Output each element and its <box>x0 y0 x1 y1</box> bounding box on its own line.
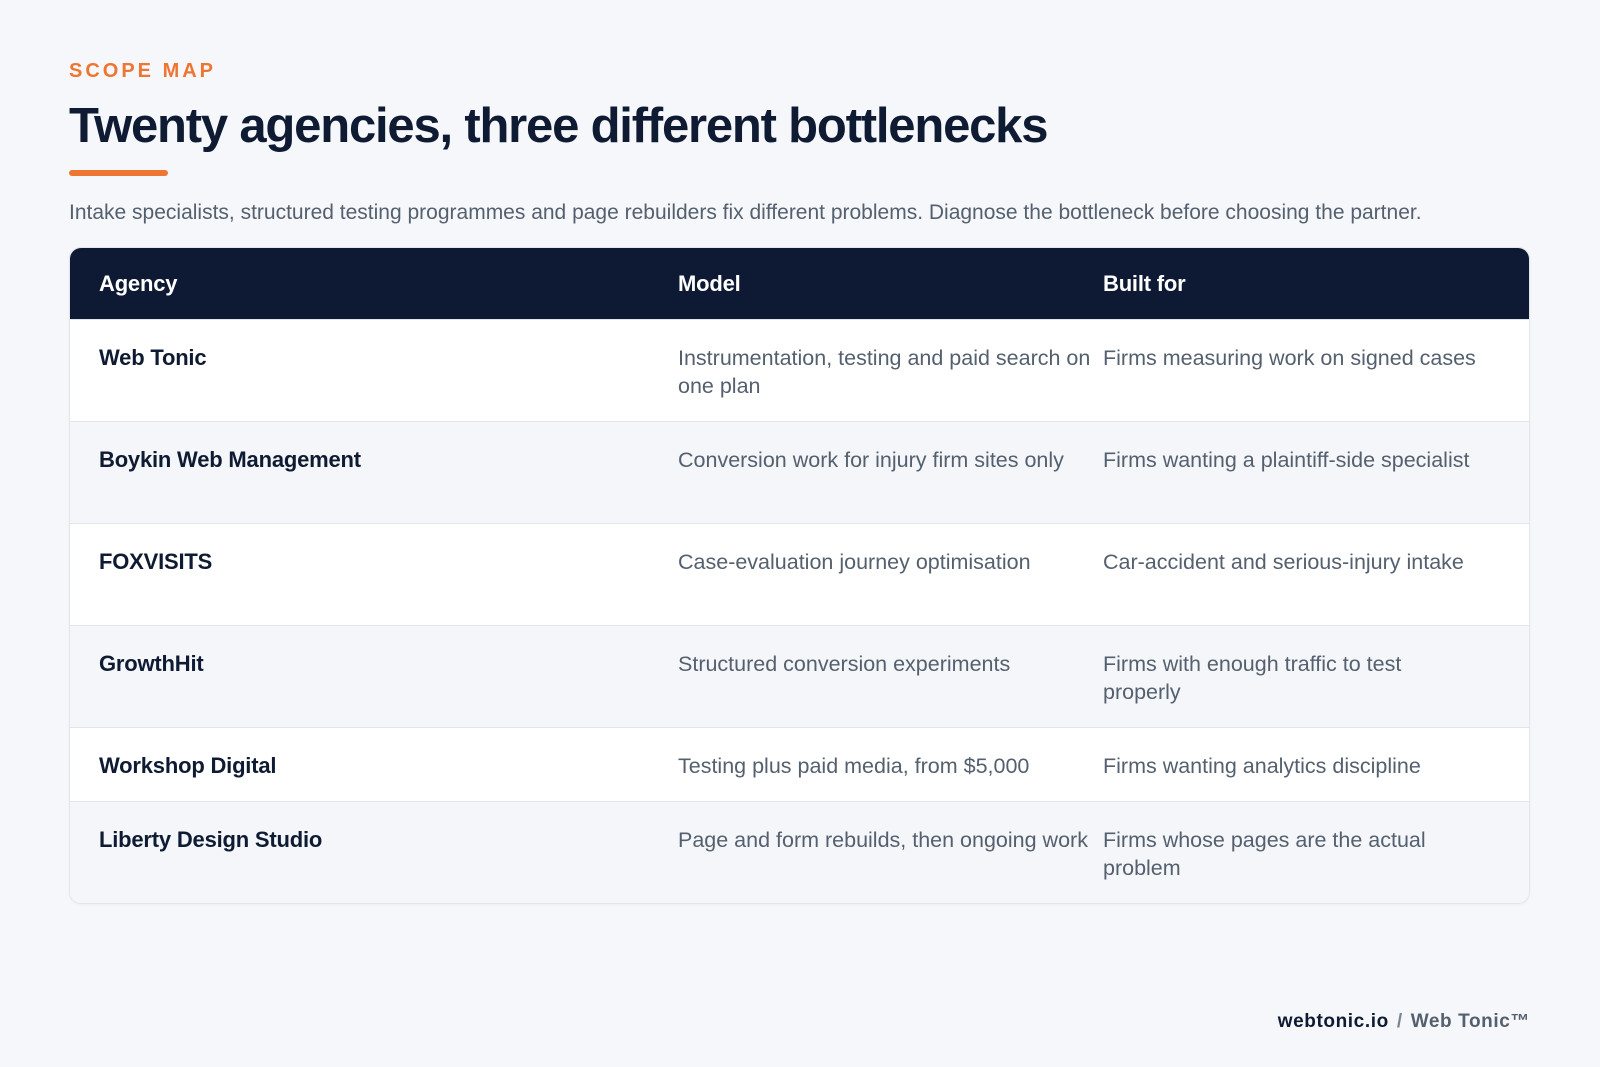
agency-name: Web Tonic <box>99 345 207 370</box>
footer-separator: / <box>1396 1011 1403 1032</box>
footer-credit: webtonic.io / Web Tonic™ <box>1278 1010 1530 1034</box>
agency-built-for: Firms with enough traffic to test proper… <box>1103 652 1402 704</box>
page-subtitle: Intake specialists, structured testing p… <box>69 201 1422 224</box>
agency-name: FOXVISITS <box>99 549 213 574</box>
agency-built-for: Firms whose pages are the actual problem <box>1103 828 1426 880</box>
column-header-agency: Agency <box>99 270 178 296</box>
agency-built-for: Firms wanting analytics discipline <box>1103 754 1421 778</box>
agency-model: Testing plus paid media, from $5,000 <box>678 754 1030 778</box>
page-title: Twenty agencies, three different bottlen… <box>69 99 1048 153</box>
footer-domain-link[interactable]: webtonic.io <box>1277 1011 1389 1032</box>
column-header-model: Model <box>678 270 741 296</box>
agency-model: Page and form rebuilds, then ongoing wor… <box>678 828 1088 852</box>
agency-model: Structured conversion experiments <box>678 652 1011 676</box>
column-header-built-for: Built for <box>1103 270 1186 296</box>
table-header: Agency Model Built for <box>70 248 1529 319</box>
table-row: FOXVISITS Case-evaluation journey optimi… <box>70 523 1529 625</box>
agency-name: Workshop Digital <box>99 753 277 778</box>
footer-brand: Web Tonic™ <box>1410 1011 1530 1032</box>
agency-built-for: Firms wanting a plaintiff-side specialis… <box>1103 448 1470 472</box>
eyebrow-label: SCOPE MAP <box>69 60 217 82</box>
agency-model: Instrumentation, testing and paid search… <box>678 346 1091 398</box>
title-accent-bar <box>69 170 168 176</box>
table-row: Web Tonic Instrumentation, testing and p… <box>70 319 1529 421</box>
scope-map-panel: SCOPE MAP Twenty agencies, three differe… <box>69 58 1530 904</box>
agency-built-for: Firms measuring work on signed cases <box>1103 346 1476 370</box>
agency-table: Agency Model Built for Web Tonic Instrum… <box>69 247 1530 904</box>
table-row: Workshop Digital Testing plus paid media… <box>70 727 1529 801</box>
agency-name: Boykin Web Management <box>99 447 361 472</box>
table-row: Liberty Design Studio Page and form rebu… <box>70 801 1529 903</box>
table-row: Boykin Web Management Conversion work fo… <box>70 421 1529 523</box>
agency-model: Conversion work for injury firm sites on… <box>678 448 1064 472</box>
agency-built-for: Car-accident and serious-injury intake <box>1103 550 1464 574</box>
agency-name: Liberty Design Studio <box>99 827 323 852</box>
agency-name: GrowthHit <box>99 651 204 676</box>
table-row: GrowthHit Structured conversion experime… <box>70 625 1529 727</box>
agency-model: Case-evaluation journey optimisation <box>678 550 1031 574</box>
